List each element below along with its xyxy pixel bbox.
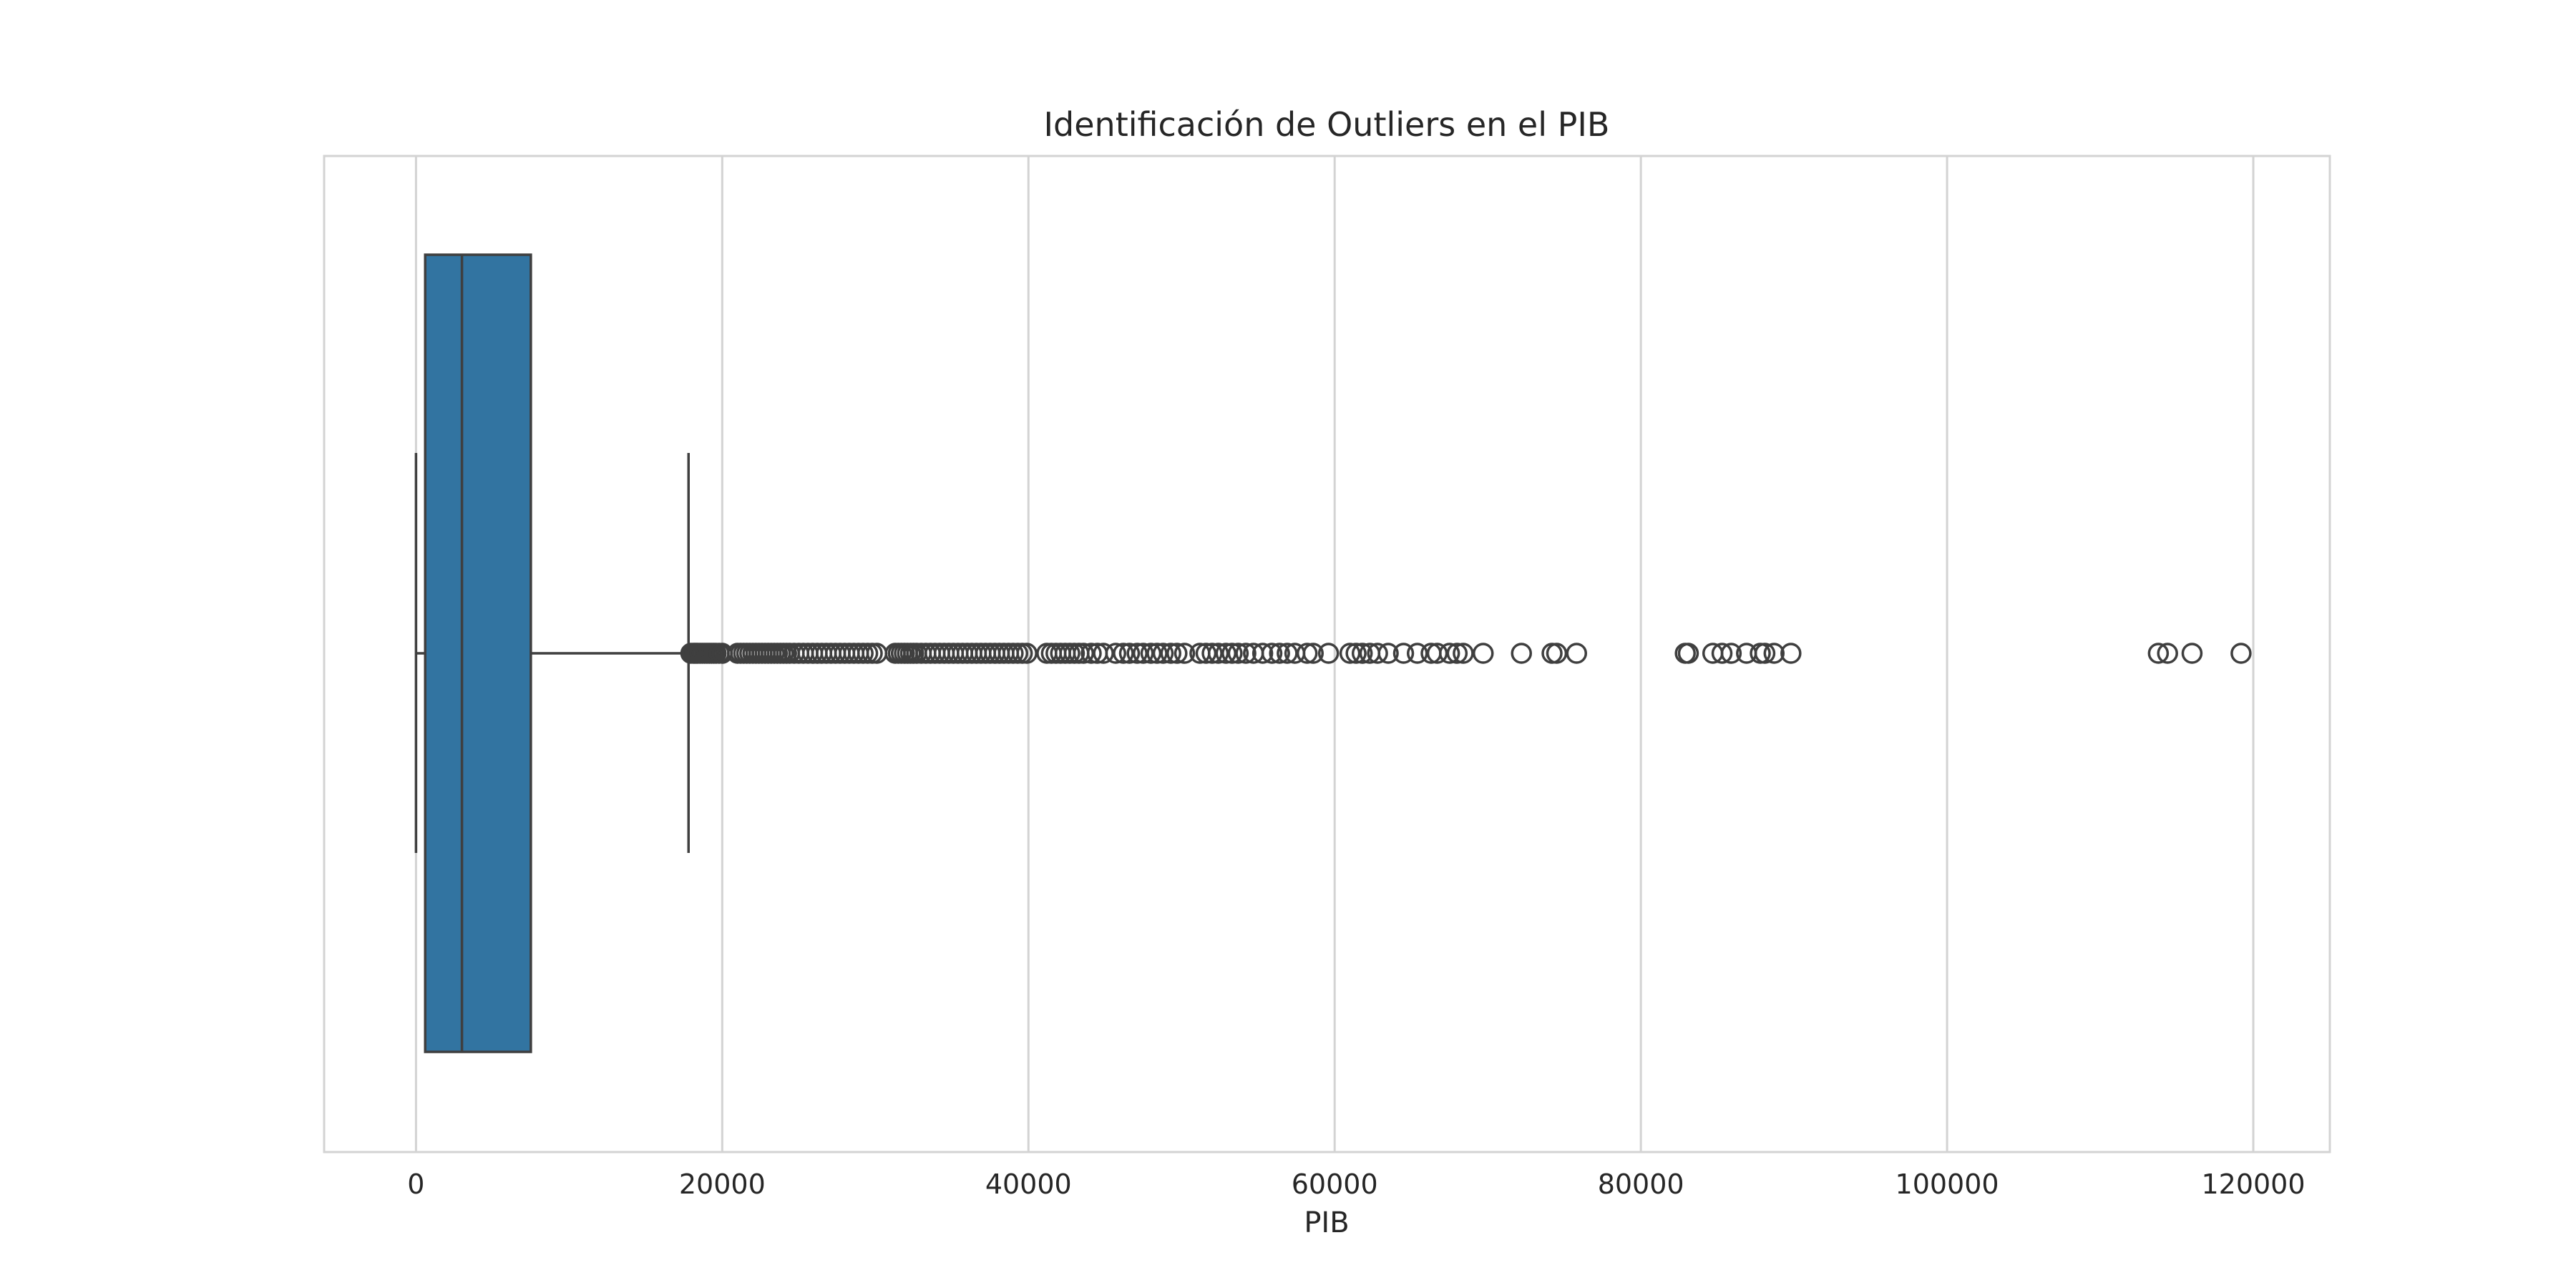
outlier-point bbox=[1166, 643, 1188, 664]
outlier-point bbox=[1215, 643, 1237, 664]
outlier-point bbox=[1221, 643, 1243, 664]
x-tick-labels: 0 20000 40000 60000 80000 100000 120000 bbox=[407, 1169, 2305, 1200]
x-axis-label: PIB bbox=[1304, 1206, 1349, 1239]
outlier-point bbox=[1235, 643, 1257, 664]
outlier-point bbox=[1201, 643, 1223, 664]
chart-title: Identificación de Outliers en el PIB bbox=[1043, 105, 1609, 144]
plot-area-frame bbox=[323, 155, 2331, 1153]
outlier-point bbox=[1132, 643, 1154, 664]
outlier-point bbox=[1367, 643, 1388, 664]
outlier-point bbox=[1093, 643, 1114, 664]
outlier-point bbox=[1080, 643, 1102, 664]
outlier-point bbox=[1339, 643, 1361, 664]
outlier-point bbox=[1269, 643, 1290, 664]
outlier-point bbox=[1780, 643, 1802, 664]
outlier-point bbox=[1763, 643, 1785, 664]
outlier-point bbox=[2181, 643, 2203, 664]
x-tick-label: 40000 bbox=[985, 1169, 1072, 1200]
outlier-point bbox=[1351, 643, 1373, 664]
x-tick-label: 20000 bbox=[679, 1169, 766, 1200]
outlier-point bbox=[1227, 643, 1249, 664]
outlier-point bbox=[1160, 643, 1182, 664]
outlier-point bbox=[1566, 643, 1588, 664]
outlier-point bbox=[1174, 643, 1196, 664]
outlier-point bbox=[1426, 643, 1448, 664]
outlier-point bbox=[1511, 643, 1532, 664]
iqr-box bbox=[424, 253, 532, 1053]
outlier-point bbox=[1140, 643, 1162, 664]
outlier-point bbox=[1146, 643, 1168, 664]
outlier-point bbox=[1118, 643, 1141, 664]
outlier-point bbox=[1252, 643, 1274, 664]
outlier-point bbox=[1152, 643, 1174, 664]
outlier-point bbox=[1105, 643, 1126, 664]
outlier-point bbox=[1016, 643, 1038, 664]
outlier-point bbox=[1345, 643, 1367, 664]
x-tick-label: 60000 bbox=[1292, 1169, 1378, 1200]
outlier-point bbox=[1392, 643, 1415, 664]
outlier-point bbox=[1754, 643, 1776, 664]
outlier-point bbox=[2147, 643, 2170, 664]
outlier-point bbox=[1720, 643, 1742, 664]
outlier-point bbox=[1296, 643, 1318, 664]
outlier-point bbox=[1377, 643, 1399, 664]
outlier-point bbox=[1126, 643, 1148, 664]
outlier-point bbox=[1677, 643, 1699, 664]
outlier-point bbox=[1546, 643, 1568, 664]
outlier-point bbox=[1711, 643, 1733, 664]
outlier-point bbox=[1446, 643, 1468, 664]
outlier-point bbox=[2157, 643, 2178, 664]
outlier-point bbox=[2230, 643, 2252, 664]
box-group bbox=[414, 253, 690, 1053]
outlier-point bbox=[1073, 643, 1095, 664]
x-tick-label: 100000 bbox=[1896, 1169, 1999, 1200]
outlier-point bbox=[1277, 643, 1298, 664]
x-tick-label: 0 bbox=[407, 1169, 424, 1200]
outlier-point bbox=[1207, 643, 1229, 664]
outliers-group bbox=[680, 643, 2252, 664]
outlier-point bbox=[1302, 643, 1324, 664]
outlier-point bbox=[1113, 643, 1134, 664]
outlier-point bbox=[1438, 643, 1460, 664]
outlier-point bbox=[1453, 643, 1474, 664]
outlier-point bbox=[1261, 643, 1283, 664]
outlier-point bbox=[1195, 643, 1217, 664]
outlier-point bbox=[1406, 643, 1428, 664]
outlier-point bbox=[1317, 643, 1340, 664]
x-tick-label: 120000 bbox=[2201, 1169, 2305, 1200]
outlier-point bbox=[1472, 643, 1494, 664]
x-tick-label: 80000 bbox=[1598, 1169, 1684, 1200]
